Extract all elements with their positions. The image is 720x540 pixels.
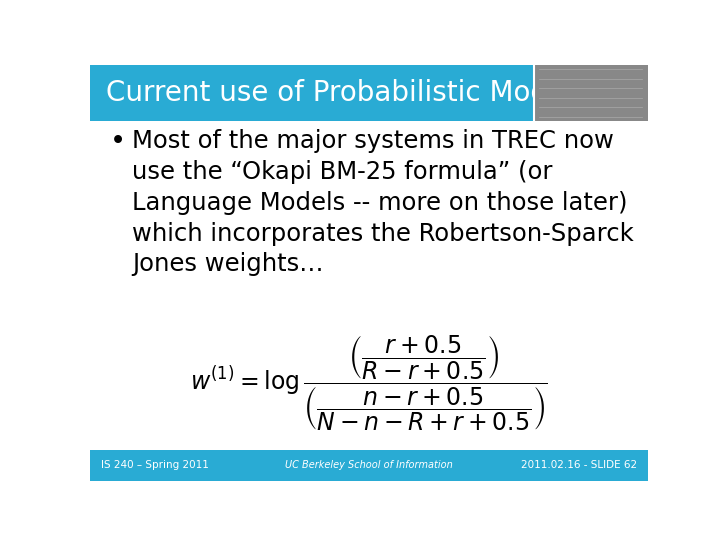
Text: which incorporates the Robertson-Sparck: which incorporates the Robertson-Sparck (132, 221, 634, 246)
Text: UC Berkeley School of Information: UC Berkeley School of Information (285, 461, 453, 470)
Text: Current use of Probabilistic Models: Current use of Probabilistic Models (106, 79, 587, 107)
Bar (90, 65, 648, 121)
Text: Most of the major systems in TREC now: Most of the major systems in TREC now (132, 129, 613, 153)
Bar (534, 65, 648, 121)
Text: 2011.02.16 - SLIDE 62: 2011.02.16 - SLIDE 62 (521, 461, 637, 470)
Bar (90, 450, 648, 481)
Text: use the “Okapi BM-25 formula” (or: use the “Okapi BM-25 formula” (or (132, 160, 552, 184)
Text: IS 240 – Spring 2011: IS 240 – Spring 2011 (101, 461, 209, 470)
Text: $w^{(1)} = \log\dfrac{\left(\dfrac{r+0.5}{R-r+0.5}\right)}{\left(\dfrac{n-r+0.5}: $w^{(1)} = \log\dfrac{\left(\dfrac{r+0.5… (190, 333, 548, 433)
Text: Language Models -- more on those later): Language Models -- more on those later) (132, 191, 627, 215)
Text: •: • (109, 129, 126, 155)
Text: Jones weights…: Jones weights… (132, 252, 323, 276)
